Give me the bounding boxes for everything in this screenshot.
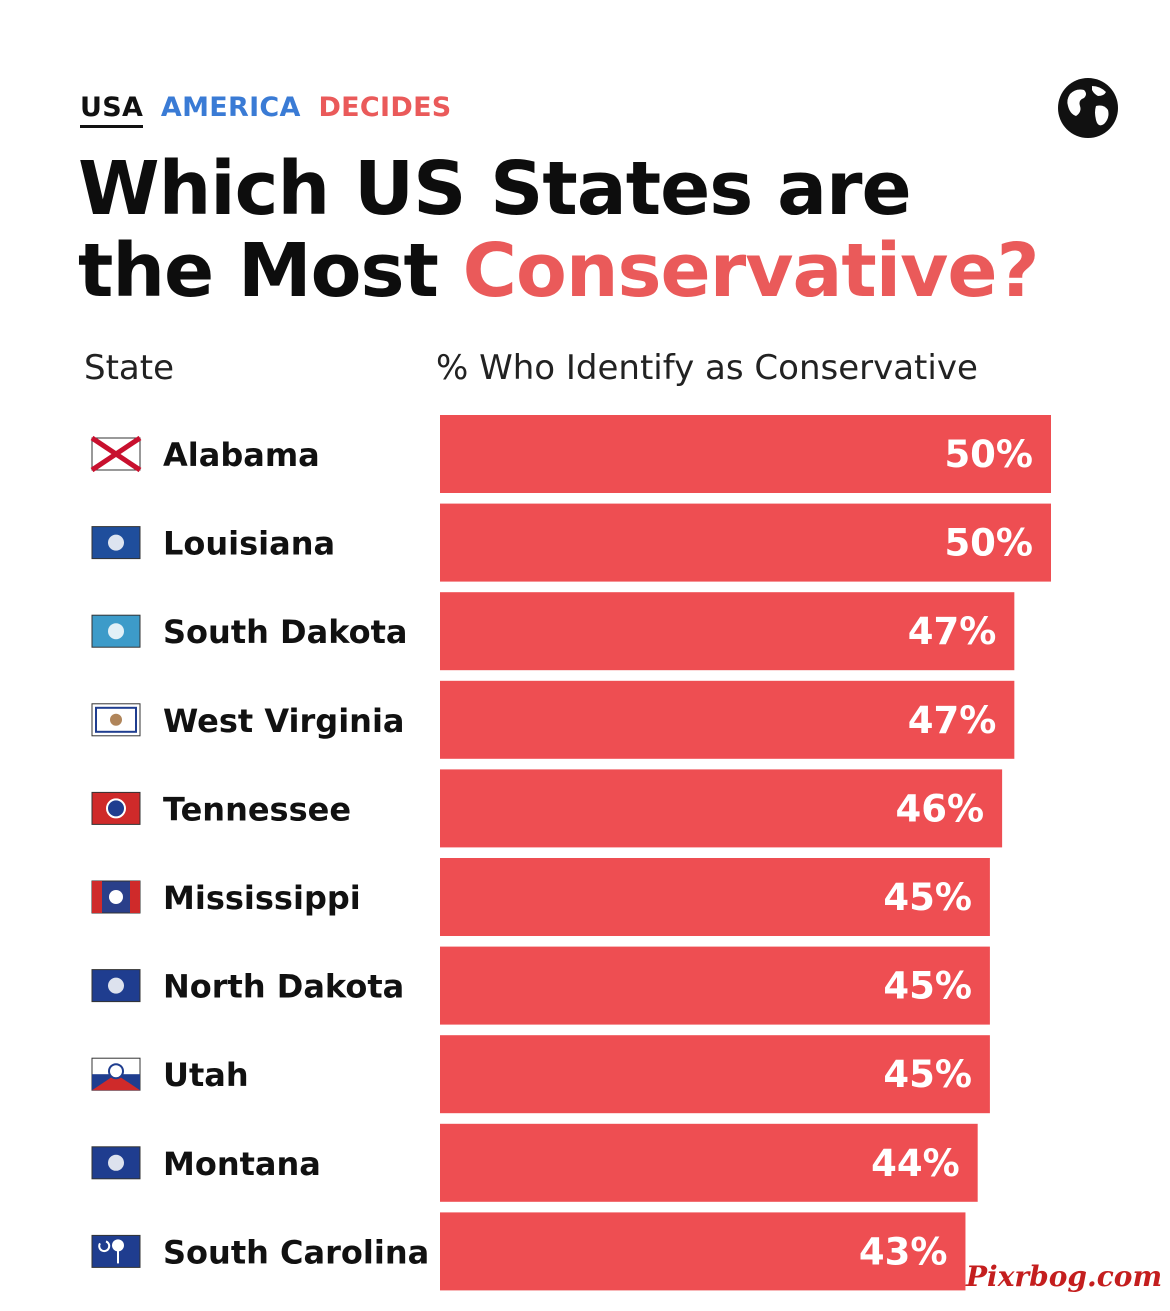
flag-chevron: [92, 1074, 140, 1091]
flag-seal: [109, 890, 123, 904]
bar: [440, 769, 1003, 848]
brand-usa: USA: [80, 92, 144, 128]
flag-seal: [108, 1063, 124, 1080]
category-label: Tennessee: [163, 790, 351, 828]
globe-icon: [1058, 78, 1118, 138]
flag-border: [95, 706, 137, 733]
title-highlight: Conservative?: [462, 228, 1040, 314]
metric-column-header: % Who Identify as Conservative: [436, 348, 978, 388]
brand-header: USA AMERICA DECIDES: [80, 92, 460, 128]
category-label: Alabama: [163, 436, 320, 474]
data-label: 46%: [896, 787, 985, 830]
category-label: Montana: [163, 1145, 321, 1183]
flag-seal: [106, 798, 126, 819]
category-label: North Dakota: [163, 968, 404, 1006]
flag-cross-line: [90, 435, 142, 473]
flag-seal: [110, 713, 122, 726]
flag-seal: [108, 534, 124, 551]
title-line-1: Which US States are: [78, 146, 912, 232]
flag-palmetto-top: [112, 1239, 124, 1252]
bar: [440, 503, 1051, 582]
category-label: South Carolina: [163, 1233, 429, 1271]
bar: [440, 946, 990, 1025]
category-label: West Virginia: [163, 702, 405, 740]
data-label: 45%: [883, 965, 972, 1008]
bar: [440, 1123, 978, 1202]
data-label: 44%: [871, 1142, 960, 1185]
brand-america: AMERICA: [160, 92, 301, 123]
data-label: 43%: [859, 1230, 948, 1273]
data-label: 45%: [883, 876, 972, 919]
data-label: 45%: [883, 1053, 972, 1096]
flag-seal: [108, 1154, 124, 1171]
data-label: 47%: [908, 699, 997, 742]
flag-stripe: [130, 881, 140, 913]
category-label: Louisiana: [163, 525, 335, 563]
data-label: 47%: [908, 610, 997, 653]
data-label: 50%: [944, 433, 1033, 476]
category-label: South Dakota: [163, 613, 407, 651]
title-line-2: the Most: [78, 228, 463, 314]
bar: [440, 858, 990, 936]
flag-seal: [108, 977, 124, 994]
bar: [440, 1035, 990, 1114]
state-column-header: State: [84, 348, 174, 388]
bar: [440, 1212, 966, 1291]
brand-decides: DECIDES: [318, 92, 452, 123]
flag-seal: [108, 623, 124, 640]
bar: [440, 592, 1015, 671]
category-label: Utah: [163, 1056, 249, 1094]
bar: [440, 415, 1051, 493]
category-label: Mississippi: [163, 879, 361, 917]
flag-crescent: [98, 1240, 111, 1253]
bar: [440, 680, 1015, 759]
flag-stripe: [92, 881, 102, 913]
watermark: Pixrbog.com: [966, 1260, 1163, 1293]
data-label: 50%: [944, 522, 1033, 565]
chart-title: Which US States are the Most Conservativ…: [78, 148, 1039, 312]
